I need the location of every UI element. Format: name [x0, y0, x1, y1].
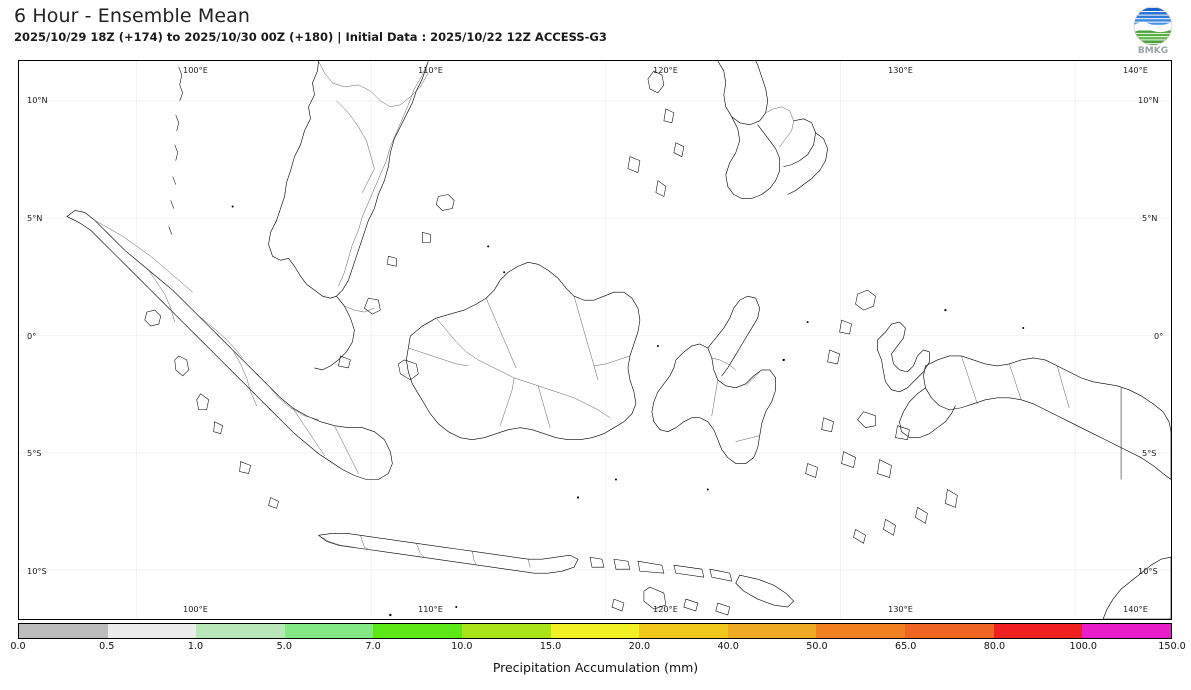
lat-label-right-5N: 5°N: [1142, 213, 1158, 223]
colorbar-segment: [550, 624, 640, 638]
lon-label-top-110: 110°E: [418, 65, 443, 75]
colorbar-tick-label: 50.0: [806, 641, 828, 652]
colorbar-tick-label: 1.0: [187, 641, 204, 652]
page-title: 6 Hour - Ensemble Mean: [14, 5, 251, 27]
bmkg-logo: BMKG: [1125, 3, 1181, 56]
colorbar-caption: Precipitation Accumulation (mm): [492, 660, 699, 675]
lat-label-left-0: 0°: [27, 331, 37, 341]
lat-label-right-10N: 10°N: [1138, 95, 1159, 105]
lat-label-left-5S: 5°S: [27, 448, 42, 458]
colorbar-tick-label: 0.5: [99, 641, 115, 652]
lon-label-top-140: 140°E: [1123, 65, 1148, 75]
header: 6 Hour - Ensemble Mean 2025/10/29 18Z (+…: [14, 4, 607, 45]
lon-label-bottom-100: 100°E: [183, 604, 208, 614]
lon-label-bottom-130: 130°E: [888, 604, 913, 614]
colorbar-segment: [1082, 624, 1171, 638]
colorbar-tick-label: 0.0: [10, 641, 26, 652]
colorbar-tick-label: 65.0: [895, 641, 917, 652]
colorbar-tick-label: 5.0: [276, 641, 292, 652]
lon-label-top-100: 100°E: [183, 65, 208, 75]
colorbar-tick-label: 20.0: [628, 641, 651, 652]
lon-label-top-130: 130°E: [888, 65, 913, 75]
colorbar-segment: [196, 624, 285, 638]
colorbar-tick-label: 40.0: [717, 641, 739, 652]
lon-label-bottom-110: 110°E: [418, 604, 443, 614]
map-plot-area: 100°E 110°E 120°E 130°E 140°E 100°E 110°…: [18, 60, 1172, 620]
colorbar-segment: [905, 624, 994, 638]
colorbar-tick-label: 7.0: [365, 641, 381, 652]
colorbar-strip: [18, 623, 1172, 639]
colorbar-tick-label: 80.0: [983, 641, 1006, 652]
map-gridlines: [19, 61, 1171, 619]
colorbar-segment: [993, 624, 1083, 638]
lon-label-top-120: 120°E: [653, 65, 678, 75]
colorbar-ticks: 0.0 0.5 1.0 5.0 7.0 10.0 15.0 20.0 40.0 50.0 65.0 8…: [10, 639, 1185, 655]
colorbar-tick-label: 150.0: [1158, 641, 1186, 652]
lat-label-left-10N: 10°N: [27, 95, 48, 105]
colorbar-segment: [284, 624, 374, 638]
colorbar-tick-label: 15.0: [539, 641, 562, 652]
colorbar-segment: [816, 624, 906, 638]
colorbar-segment: [462, 624, 551, 638]
lat-label-right-5S: 5°S: [1142, 448, 1157, 458]
lat-label-right-0: 0°: [1154, 331, 1164, 341]
lat-label-right-10S: 10°S: [1138, 566, 1158, 576]
colorbar-segment: [373, 624, 463, 638]
colorbar-segment: [639, 624, 728, 638]
lat-label-left-10S: 10°S: [27, 566, 47, 576]
colorbar-tick-label: 100.0: [1069, 641, 1097, 652]
lon-label-bottom-140: 140°E: [1123, 604, 1148, 614]
svg-text:BMKG: BMKG: [1138, 46, 1168, 55]
colorbar-segment: [727, 624, 817, 638]
colorbar: 0.0 0.5 1.0 5.0 7.0 10.0 15.0 20.0 40.0 50.0 65.0 8…: [10, 623, 1186, 655]
bmkg-logo-icon: BMKG: [1133, 6, 1173, 56]
page-subtitle: 2025/10/29 18Z (+174) to 2025/10/30 00Z …: [14, 30, 607, 44]
lat-label-left-5N: 5°N: [27, 213, 43, 223]
coastlines: [66, 61, 1171, 619]
map-canvas: [19, 61, 1171, 619]
colorbar-segment: [19, 624, 108, 638]
colorbar-segment: [107, 624, 197, 638]
colorbar-tick-label: 10.0: [451, 641, 473, 652]
lon-label-bottom-120: 120°E: [653, 604, 678, 614]
